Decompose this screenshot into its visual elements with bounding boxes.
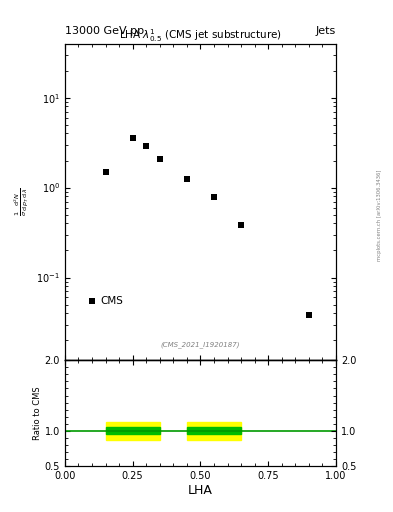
Bar — [105, 427, 160, 434]
Y-axis label: Ratio to CMS: Ratio to CMS — [33, 387, 42, 440]
Text: Jets: Jets — [316, 26, 336, 36]
Text: 13000 GeV pp: 13000 GeV pp — [65, 26, 144, 36]
Text: mcplots.cern.ch [arXiv:1306.3436]: mcplots.cern.ch [arXiv:1306.3436] — [377, 169, 382, 261]
Bar — [187, 427, 241, 434]
Bar — [105, 421, 160, 440]
Text: CMS: CMS — [100, 296, 123, 306]
Bar — [187, 421, 241, 440]
X-axis label: LHA: LHA — [188, 483, 213, 497]
Text: (CMS_2021_I1920187): (CMS_2021_I1920187) — [161, 341, 240, 348]
Title: LHA $\lambda^{1}_{0.5}$ (CMS jet substructure): LHA $\lambda^{1}_{0.5}$ (CMS jet substru… — [119, 27, 282, 44]
Y-axis label: $\frac{1}{\sigma}\frac{\mathrm{d}^2 N}{\mathrm{d}\,p_T\,\mathrm{d}\,\lambda}$: $\frac{1}{\sigma}\frac{\mathrm{d}^2 N}{\… — [12, 187, 31, 216]
